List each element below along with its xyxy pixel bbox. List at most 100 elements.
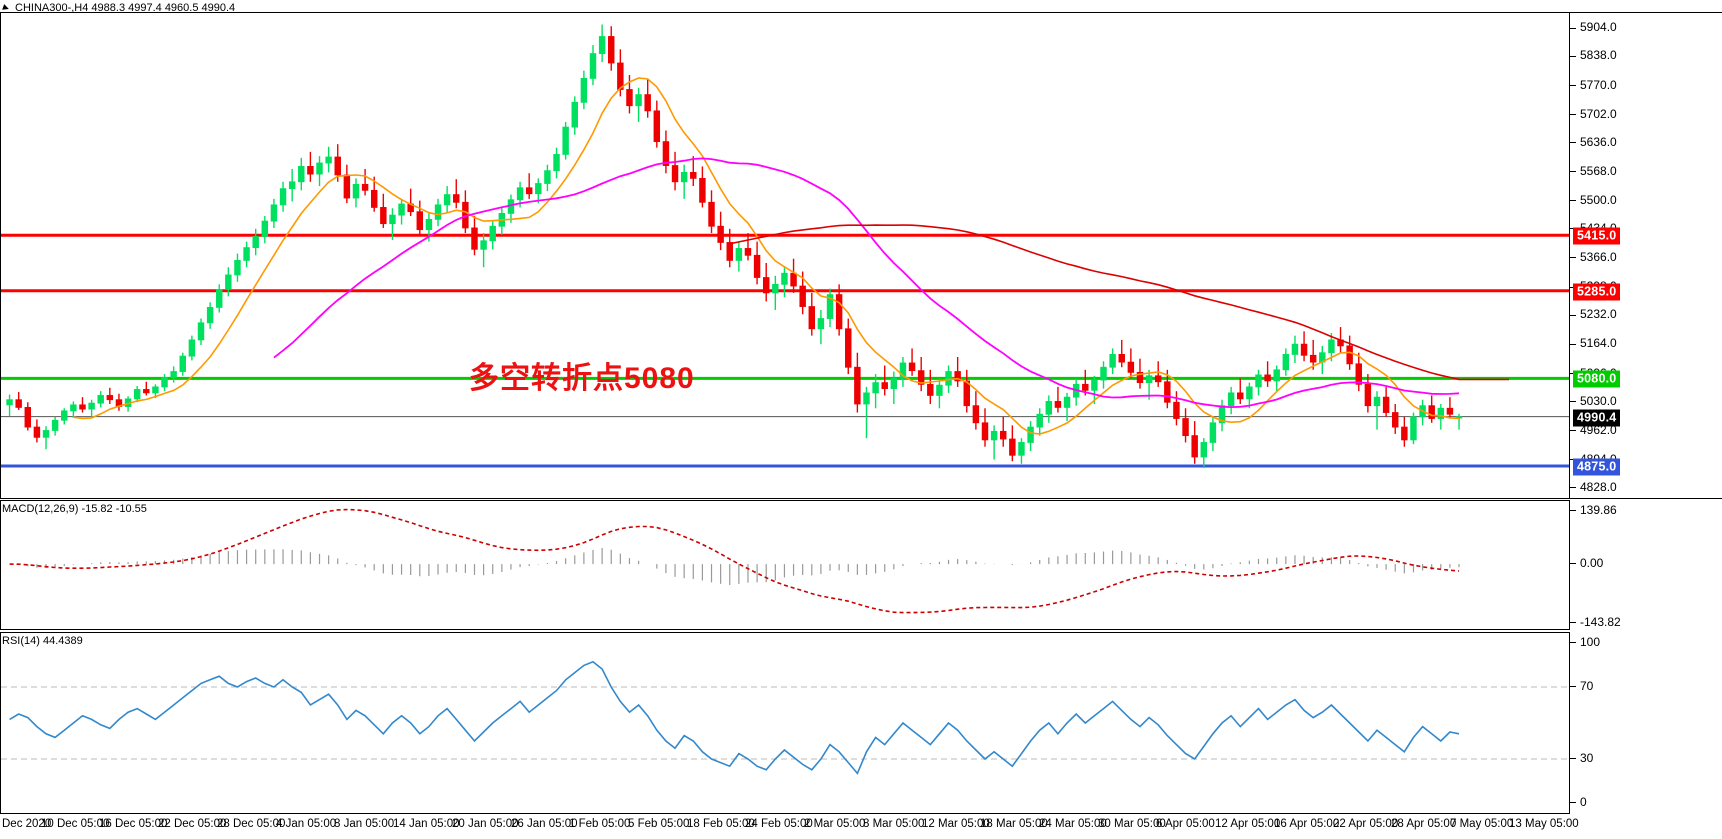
time-axis-tick: 24 Mar 05:00 [1039,818,1107,830]
candle [225,267,232,297]
rsi-axis[interactable]: 100 70 30 0 [1570,632,1722,814]
candle [927,369,934,404]
candle [1127,348,1135,379]
macd-axis[interactable]: 139.86 0.00 -143.82 [1570,500,1722,630]
time-axis-tick: 22 Dec 05:00 [158,818,227,830]
time-axis-tick: 2 Mar 05:00 [804,818,866,830]
price-level-badge-5285.0[interactable]: 5285.0 [1573,283,1621,301]
candle [1455,413,1463,430]
moving-average-line [729,224,1509,381]
candle [316,156,323,187]
chart-annotation-text: 多空转折点5080 [469,362,695,395]
candle [1036,408,1043,436]
triangle-collapse-icon[interactable] [2,3,10,12]
candle [1246,382,1253,409]
price-level-badge-5080.0[interactable]: 5080.0 [1573,370,1621,388]
candle [772,275,779,310]
candle [261,215,269,244]
candle [1437,403,1445,430]
candle [1000,416,1007,447]
candle [170,366,177,383]
candle [206,302,214,329]
candle [881,365,888,396]
price-axis[interactable]: 5904.0 5838.0 5770.0 5702.0 5636.0 5568.0 5500… [1570,12,1722,499]
candle [1264,361,1271,387]
candle [580,70,588,110]
candle [115,393,123,411]
candle [954,356,961,387]
price-axis-tick: 5838.0 [1570,48,1617,62]
candle [671,151,679,191]
time-axis-tick: 28 Apr 05:00 [1391,818,1457,830]
candle [143,381,150,396]
price-level-badge-4875.0[interactable]: 4875.0 [1573,458,1621,476]
time-axis-tick: 16 Dec 05:00 [99,818,168,830]
rsi-line [9,660,1460,775]
candle [535,178,542,204]
candle [835,284,843,336]
candle [88,399,95,417]
candle [1300,331,1308,362]
candle [434,198,442,227]
candle [42,426,50,450]
candle [15,392,22,410]
candle [781,267,788,298]
candle [61,408,68,425]
macd-panel[interactable] [0,500,1570,630]
price-axis-tick: 5568.0 [1570,164,1617,178]
candle [1082,369,1089,396]
candle [744,233,752,261]
candle [453,179,460,209]
candle [1428,395,1435,423]
time-axis-tick: 13 May 05:00 [1509,818,1579,830]
candle [307,151,314,182]
price-axis-tick: 5232.0 [1570,307,1617,321]
candle [106,387,114,404]
rsi-axis-tick: 0 [1570,795,1587,809]
macd-axis-tick: 0.00 [1570,556,1603,570]
candle [279,181,287,212]
chart-titlebar: CHINA300-,H4 4988.3 4997.4 4960.5 4990.4 [0,0,1722,15]
candle [1273,365,1280,392]
candle [690,156,697,187]
candle [298,157,305,191]
price-axis-tick: 5636.0 [1570,135,1617,149]
rsi-panel[interactable] [0,632,1570,814]
candle [908,348,916,376]
candle [161,374,168,392]
candle [1364,374,1372,413]
time-axis[interactable]: Dec 2020 10 Dec 05:00 16 Dec 05:00 22 Dec 0… [0,814,1722,839]
rsi-axis-tick: 70 [1570,679,1593,693]
time-axis-tick: 18 Feb 05:00 [687,818,755,830]
candle [416,200,424,235]
candle [343,164,351,204]
candle [325,146,332,173]
candle [845,318,852,375]
candle [598,24,606,63]
candle [1410,412,1417,445]
price-level-badge-4990.4[interactable]: 4990.4 [1573,409,1621,427]
candle [972,391,980,430]
time-axis-tick: 1 Feb 05:00 [569,818,631,830]
candle [608,26,615,71]
candle [1045,395,1053,423]
candle [981,408,989,447]
price-level-badge-5415.0[interactable]: 5415.0 [1573,227,1621,245]
candle [288,168,296,202]
time-axis-tick: 22 Apr 05:00 [1333,818,1399,830]
candle [6,394,13,416]
candle [1218,399,1226,432]
candle [398,198,405,225]
time-axis-tick: 10 Dec 05:00 [41,818,110,830]
candle [179,352,186,376]
time-axis-tick: 20 Jan 05:00 [452,818,519,830]
price-chart-panel[interactable]: 多空转折点5080 [0,12,1570,499]
candle [1191,421,1198,464]
price-axis-tick: 5500.0 [1570,193,1617,207]
candle [808,292,816,336]
candle [24,402,32,431]
time-axis-tick: 8 Mar 05:00 [863,818,925,830]
candle [1209,416,1217,451]
time-axis-tick: 7 May 05:00 [1450,818,1514,830]
candle [270,198,278,228]
